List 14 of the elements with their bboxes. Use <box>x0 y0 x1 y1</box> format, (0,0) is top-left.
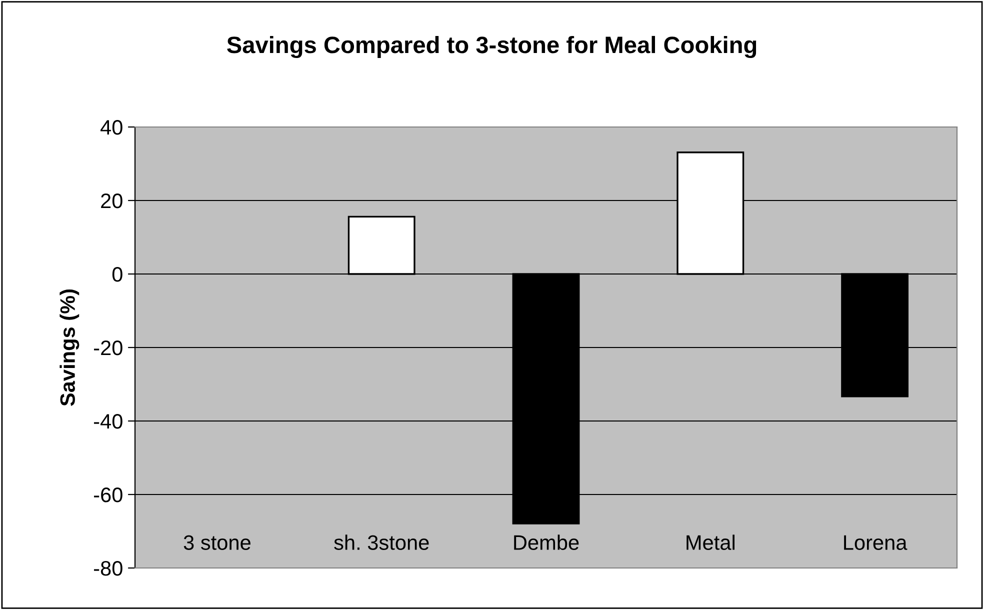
y-tick-label: -40 <box>94 414 122 429</box>
y-axis-title: Savings (%) <box>60 289 80 406</box>
x-tick-label: Metal <box>686 534 734 550</box>
y-tick-label: 20 <box>101 194 122 208</box>
y-tick-label: 0 <box>112 267 122 282</box>
x-tick-label: sh. 3stone <box>334 534 429 550</box>
x-tick-label: 3 stone <box>184 535 250 550</box>
x-tick-label: Dembe <box>514 534 579 550</box>
y-tick-label: -20 <box>94 340 122 356</box>
x-tick-label: Lorena <box>844 535 908 550</box>
y-tick-label: -60 <box>94 488 122 502</box>
y-tick-label: 40 <box>100 120 122 135</box>
y-tick-label: -80 <box>94 561 122 576</box>
chart-title: Savings Compared to 3-stone for Meal Cooking <box>227 36 756 58</box>
